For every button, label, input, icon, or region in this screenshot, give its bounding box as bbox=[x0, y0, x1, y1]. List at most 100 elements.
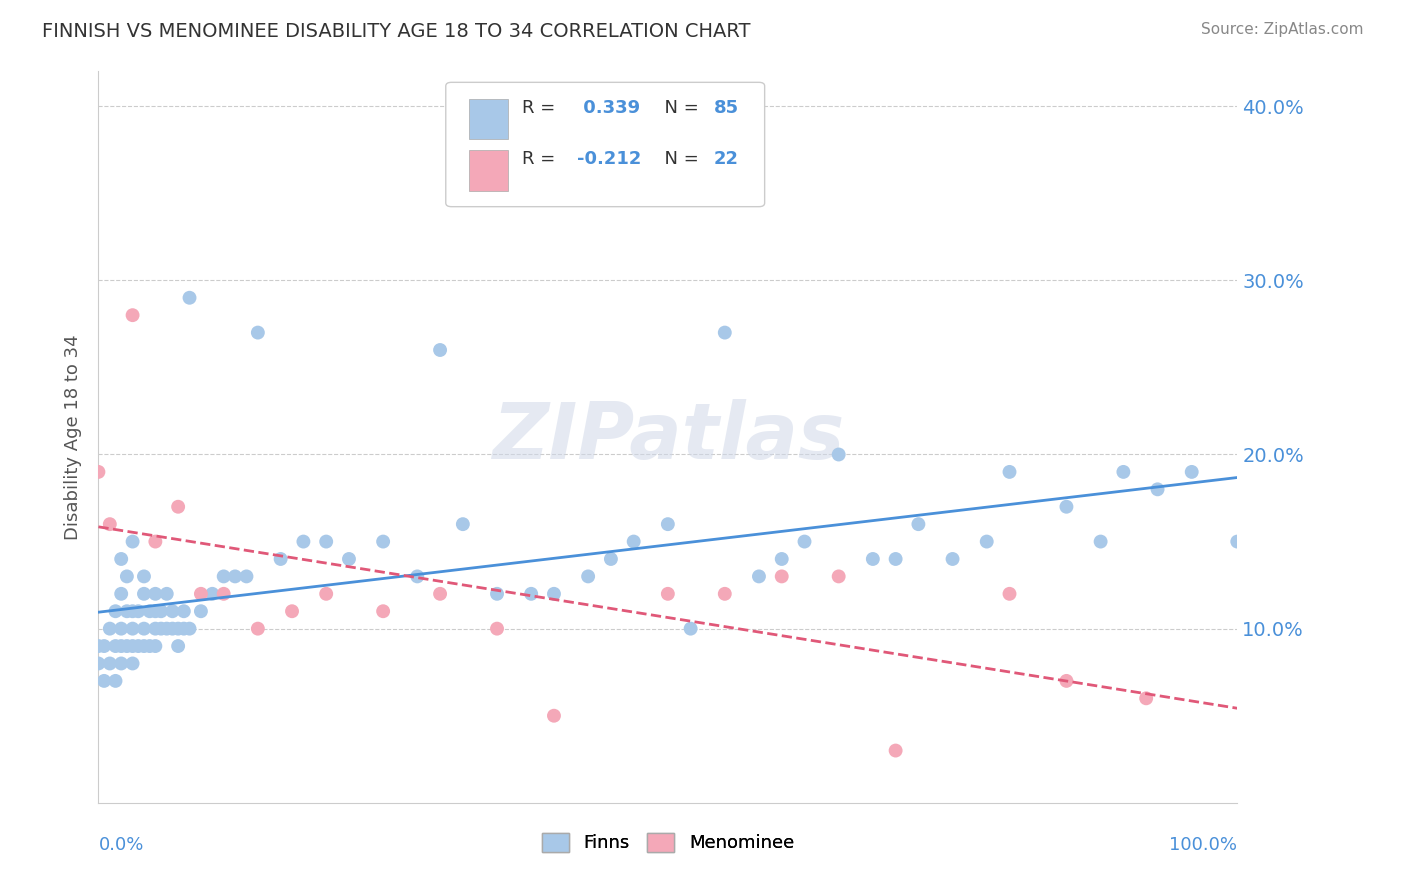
Point bbox=[884, 743, 907, 757]
Point bbox=[145, 604, 167, 618]
Point bbox=[93, 639, 115, 653]
Point bbox=[942, 552, 965, 566]
Point bbox=[520, 587, 543, 601]
Point bbox=[976, 534, 998, 549]
Point bbox=[315, 587, 337, 601]
Legend: Finns, Menominee: Finns, Menominee bbox=[534, 826, 801, 860]
Point bbox=[657, 587, 679, 601]
Point bbox=[235, 569, 257, 583]
Point bbox=[162, 604, 184, 618]
Point bbox=[1112, 465, 1135, 479]
Point bbox=[406, 569, 429, 583]
Point bbox=[190, 604, 212, 618]
Point bbox=[623, 534, 645, 549]
Point bbox=[110, 622, 132, 636]
Point bbox=[657, 517, 679, 532]
Y-axis label: Disability Age 18 to 34: Disability Age 18 to 34 bbox=[65, 334, 83, 540]
Point bbox=[115, 569, 138, 583]
Point bbox=[104, 639, 127, 653]
Point bbox=[190, 587, 212, 601]
Point bbox=[1226, 534, 1249, 549]
Point bbox=[87, 465, 110, 479]
Point bbox=[828, 448, 851, 462]
Point bbox=[121, 604, 143, 618]
Point bbox=[212, 587, 235, 601]
Point bbox=[1135, 691, 1157, 706]
Point bbox=[770, 569, 793, 583]
Text: R =: R = bbox=[522, 151, 561, 169]
Point bbox=[429, 343, 451, 357]
Point bbox=[1054, 673, 1078, 688]
Point bbox=[179, 291, 201, 305]
FancyBboxPatch shape bbox=[446, 82, 765, 207]
Point bbox=[486, 587, 509, 601]
Point bbox=[748, 569, 770, 583]
Text: ZIPatlas: ZIPatlas bbox=[492, 399, 844, 475]
Point bbox=[1181, 465, 1204, 479]
Point bbox=[121, 657, 143, 671]
Point bbox=[292, 534, 315, 549]
Point bbox=[121, 639, 143, 653]
Point bbox=[167, 622, 190, 636]
Point bbox=[104, 673, 127, 688]
Point bbox=[576, 569, 599, 583]
Point bbox=[315, 534, 337, 549]
Point bbox=[145, 534, 167, 549]
FancyBboxPatch shape bbox=[468, 99, 509, 139]
Point bbox=[167, 639, 190, 653]
Point bbox=[115, 639, 138, 653]
Point bbox=[246, 326, 269, 340]
Text: Source: ZipAtlas.com: Source: ZipAtlas.com bbox=[1201, 22, 1364, 37]
Point bbox=[371, 534, 394, 549]
Point bbox=[150, 604, 173, 618]
Point bbox=[110, 657, 132, 671]
Point bbox=[145, 622, 167, 636]
Point bbox=[110, 552, 132, 566]
Text: 22: 22 bbox=[713, 151, 738, 169]
Point bbox=[87, 639, 110, 653]
Point bbox=[156, 587, 179, 601]
Point bbox=[862, 552, 884, 566]
Text: N =: N = bbox=[652, 151, 704, 169]
Point bbox=[451, 517, 474, 532]
Point bbox=[884, 552, 907, 566]
Point bbox=[429, 587, 451, 601]
Point bbox=[167, 500, 190, 514]
Point bbox=[543, 708, 565, 723]
Point bbox=[998, 465, 1021, 479]
Point bbox=[121, 622, 143, 636]
Text: FINNISH VS MENOMINEE DISABILITY AGE 18 TO 34 CORRELATION CHART: FINNISH VS MENOMINEE DISABILITY AGE 18 T… bbox=[42, 22, 751, 41]
Point bbox=[98, 622, 121, 636]
Point bbox=[121, 308, 143, 322]
Point bbox=[201, 587, 224, 601]
Point bbox=[281, 604, 304, 618]
Point bbox=[150, 622, 173, 636]
Point bbox=[127, 639, 149, 653]
Point bbox=[138, 639, 160, 653]
Point bbox=[145, 639, 167, 653]
Text: 85: 85 bbox=[713, 99, 738, 117]
Point bbox=[486, 622, 509, 636]
Point bbox=[828, 569, 851, 583]
Text: N =: N = bbox=[652, 99, 704, 117]
Text: 0.339: 0.339 bbox=[576, 99, 640, 117]
Point bbox=[600, 552, 623, 566]
Text: R =: R = bbox=[522, 99, 561, 117]
Point bbox=[793, 534, 815, 549]
Point bbox=[714, 326, 737, 340]
FancyBboxPatch shape bbox=[468, 151, 509, 191]
Point bbox=[371, 604, 394, 618]
Point bbox=[115, 604, 138, 618]
Point bbox=[132, 622, 155, 636]
Point bbox=[1054, 500, 1078, 514]
Point bbox=[127, 604, 149, 618]
Point bbox=[110, 639, 132, 653]
Text: 0.0%: 0.0% bbox=[98, 836, 143, 854]
Point bbox=[173, 604, 195, 618]
Point bbox=[907, 517, 929, 532]
Point bbox=[132, 639, 155, 653]
Point bbox=[98, 657, 121, 671]
Point bbox=[110, 587, 132, 601]
Point bbox=[98, 517, 121, 532]
Point bbox=[1090, 534, 1112, 549]
